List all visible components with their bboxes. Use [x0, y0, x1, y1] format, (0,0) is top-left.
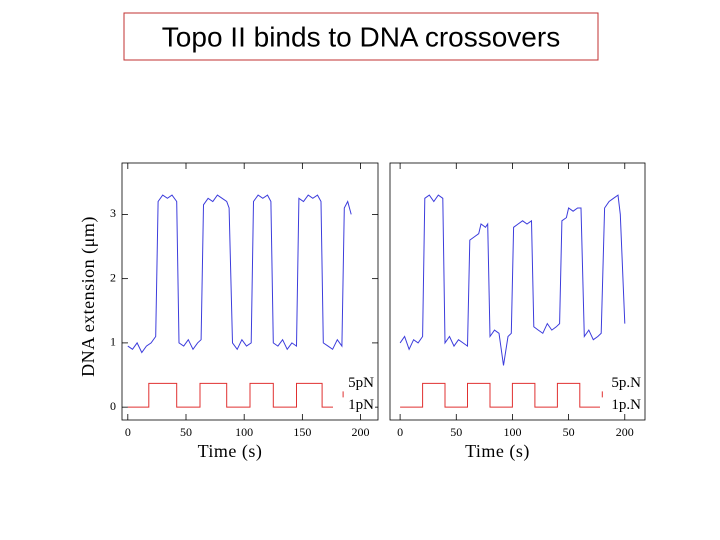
- x-tick-label: 100: [235, 425, 253, 439]
- annotation: 5pN: [348, 375, 374, 391]
- y-tick-label: 1: [110, 335, 116, 349]
- x-tick-label: 50: [450, 425, 462, 439]
- data-line: [127, 382, 361, 408]
- data-line: [400, 382, 625, 408]
- annotation: 1p.N: [611, 397, 641, 413]
- x-tick-label: 50: [563, 425, 575, 439]
- y-tick-label: 3: [110, 206, 116, 220]
- annotation: 1pN: [348, 397, 374, 413]
- slide-title: Topo II binds to DNA crossovers: [162, 21, 560, 52]
- annotation-bg: [333, 375, 375, 392]
- x-tick-label: 200: [352, 425, 370, 439]
- data-line: [127, 194, 352, 354]
- x-tick-label: 0: [397, 425, 403, 439]
- title-box: [123, 12, 599, 61]
- plot-frame: [121, 162, 379, 421]
- x-tick-label: 200: [616, 425, 634, 439]
- data-line: [399, 194, 626, 366]
- y-tick-label: 2: [110, 270, 116, 284]
- x-tick-label: 0: [125, 425, 131, 439]
- x-tick-label: 150: [293, 425, 311, 439]
- x-tick-label: 100: [503, 425, 521, 439]
- y-axis-label: DNA extension (μm): [78, 216, 99, 377]
- y-tick-label: 0: [110, 399, 116, 413]
- annotation: 5p.N: [611, 375, 641, 391]
- x-axis-label: Time (s): [465, 441, 530, 462]
- x-axis-label: Time (s): [198, 441, 263, 462]
- x-tick-label: 50: [180, 425, 192, 439]
- annotation-bg: [600, 375, 642, 392]
- annotation-bg: [333, 397, 375, 414]
- plot-frame: [389, 162, 646, 421]
- annotation-bg: [600, 397, 642, 414]
